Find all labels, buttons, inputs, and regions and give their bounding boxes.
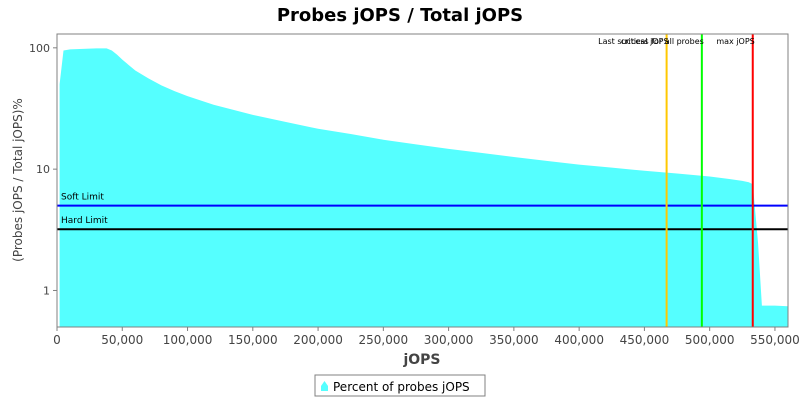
x-tick-label-1: 50,000 <box>101 333 143 347</box>
y-tick-label-0: 1 <box>43 284 50 297</box>
x-tick-label-5: 250,000 <box>359 333 409 347</box>
legend-swatch <box>321 381 328 391</box>
hline-label-1: Hard Limit <box>61 216 108 226</box>
vline-label-0: critical jOPS <box>621 37 669 46</box>
x-tick-label-10: 500,000 <box>685 333 735 347</box>
legend-label: Percent of probes jOPS <box>333 380 470 394</box>
x-tick-label-0: 0 <box>53 333 61 347</box>
axis-ticks: 0 50,000 100,000 150,000 200,000 250,000 300,0… <box>29 42 800 347</box>
x-tick-label-6: 300,000 <box>424 333 474 347</box>
y-tick-label-1: 10 <box>36 163 50 176</box>
chart-title: Probes jOPS / Total jOPS <box>277 5 523 26</box>
plot-frame <box>56 33 789 328</box>
x-tick-label-11: 550,000 <box>750 333 800 347</box>
legend-box <box>314 374 486 397</box>
x-axis-label: jOPS <box>402 352 440 368</box>
x-tick-label-3: 150,000 <box>228 333 278 347</box>
x-tick-label-8: 400,000 <box>554 333 604 347</box>
y-tick-label-2: 100 <box>29 42 50 55</box>
x-tick-label-2: 100,000 <box>163 333 213 347</box>
legend: Percent of probes jOPS <box>314 374 486 397</box>
y-axis-label: (Probes jOPS / Total jOPS)% <box>11 98 25 262</box>
series-area-0 <box>59 48 788 327</box>
hline-label-0: Soft Limit <box>61 193 104 203</box>
x-tick-label-4: 200,000 <box>293 333 343 347</box>
x-tick-label-9: 450,000 <box>620 333 670 347</box>
vline-label-1: Last success for all probes <box>598 37 704 46</box>
x-tick-label-7: 350,000 <box>489 333 539 347</box>
vline-label-2: max jOPS <box>716 37 754 46</box>
